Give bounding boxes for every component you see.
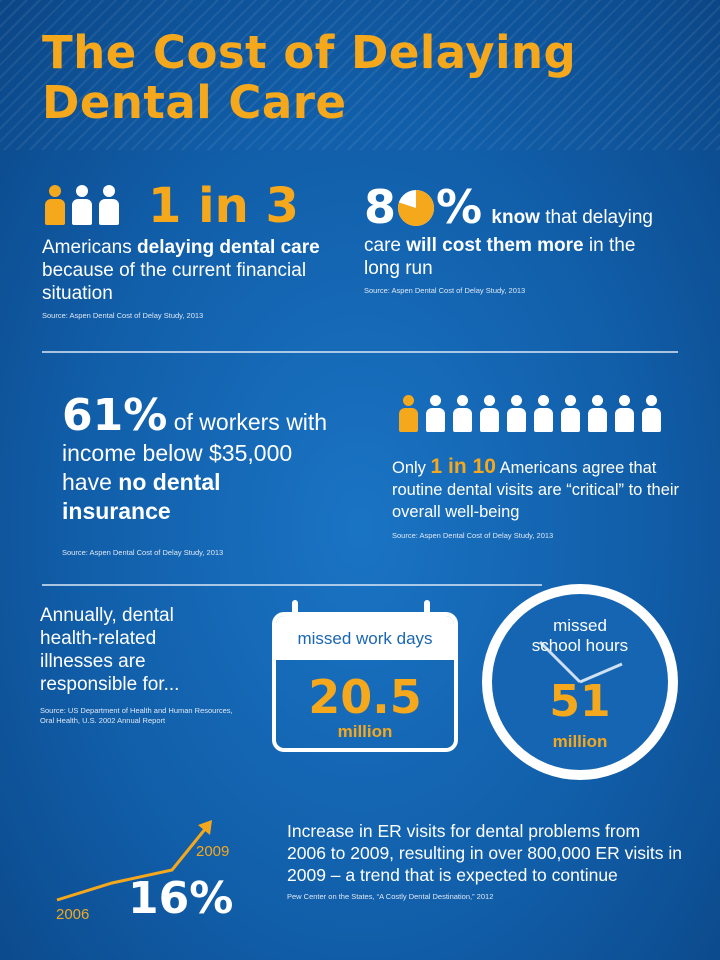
person-icon <box>560 395 580 432</box>
source: Source: Aspen Dental Cost of Delay Study… <box>62 548 224 557</box>
stat-2-text: 8% know that delaying care will cost the… <box>364 180 676 280</box>
stat-4-text: Only 1 in 10 Americans agree that routin… <box>392 456 692 523</box>
clock-hands-icon <box>538 640 623 684</box>
person-icon <box>452 395 472 432</box>
person-icon <box>587 395 607 432</box>
school-hours-value: 51 <box>549 676 611 727</box>
stat-6-headline: 16% <box>128 873 234 924</box>
text: of workers with income below $35,000 hav… <box>62 409 328 495</box>
trend-arrow-icon <box>56 820 212 902</box>
stat-6-block: Increase in ER visits for dental problem… <box>287 820 682 902</box>
source: Source: Aspen Dental Cost of Delay Study… <box>364 286 526 295</box>
title-line-1: The Cost of Delaying <box>42 26 577 79</box>
title-line-2: Dental Care <box>42 76 347 129</box>
stat-3-headline: 61% <box>62 390 168 441</box>
person-icon <box>533 395 553 432</box>
calendar-ring <box>292 600 298 622</box>
source: Source: US Department of Health and Huma… <box>40 706 233 725</box>
year-start-label: 2006 <box>56 906 90 923</box>
stat-6-text: Increase in ER visits for dental problem… <box>287 821 682 885</box>
calendar-ring <box>424 600 430 622</box>
stat-4-headline: 1 in 10 <box>430 455 496 478</box>
people-icons-1-in-3 <box>44 185 125 230</box>
stat-3-text: 61% of workers with income below $35,000… <box>62 393 332 526</box>
digit: 8 <box>364 180 397 234</box>
source: Pew Center on the States, “A Costly Dent… <box>287 892 494 901</box>
stat-3-block: 61% of workers with income below $35,000… <box>62 393 332 558</box>
clock-label: missed school hours <box>492 616 668 656</box>
calendar-missed-work-days: missed work days 20.5 million <box>272 612 458 752</box>
person-icon <box>98 185 120 225</box>
year-end-label: 2009 <box>196 843 230 860</box>
calendar-label: missed work days <box>276 616 454 660</box>
text: that delaying care <box>364 207 653 256</box>
person-icon <box>398 395 418 432</box>
pie-80-percent-icon <box>397 189 435 227</box>
person-icon <box>479 395 499 432</box>
stat-2-block: 8% know that delaying care will cost the… <box>364 180 676 296</box>
label: missed <box>553 616 607 635</box>
stat-1-headline: 1 in 3 <box>148 178 299 234</box>
text: in the long run <box>364 235 636 279</box>
source: Source: Aspen Dental Cost of Delay Study… <box>42 311 204 320</box>
work-days-value: 20.5 <box>308 670 422 724</box>
person-icon <box>71 185 93 225</box>
text-bold: no <box>118 469 147 495</box>
text-bold: delaying dental care <box>137 237 320 258</box>
text-bold: dental insurance <box>62 469 221 524</box>
text: Americans agree that routine dental visi… <box>392 459 680 521</box>
person-icon <box>641 395 661 432</box>
text: Americans <box>42 237 138 258</box>
stat-5-intro: Annually, dental health-related illnesse… <box>40 605 180 695</box>
person-icon <box>44 185 66 225</box>
text-bold: know <box>491 207 540 228</box>
divider <box>42 351 678 353</box>
text: Only <box>392 459 431 477</box>
people-icons-1-in-10 <box>398 395 668 437</box>
text: because of the current financial situati… <box>42 260 307 304</box>
label: school hours <box>531 636 629 655</box>
header-stripes <box>0 0 720 150</box>
person-icon <box>614 395 634 432</box>
stat-5-block: Annually, dental health-related illnesse… <box>40 604 240 726</box>
source: Source: Aspen Dental Cost of Delay Study… <box>392 531 554 540</box>
school-hours-unit: million <box>552 732 608 751</box>
text-bold: will cost them more <box>406 235 584 256</box>
work-days-unit: million <box>337 722 393 741</box>
percent-sign: % <box>436 180 483 234</box>
stat-1-block: Americans delaying dental care because o… <box>42 236 332 321</box>
person-icon <box>506 395 526 432</box>
clock-missed-school-hours: missed school hours 51 million <box>482 584 678 780</box>
stat-1-text: Americans delaying dental care because o… <box>42 236 332 305</box>
page-title: The Cost of Delaying Dental Care <box>42 28 576 128</box>
stat-4-block: Only 1 in 10 Americans agree that routin… <box>392 456 692 541</box>
person-icon <box>425 395 445 432</box>
divider <box>42 584 542 586</box>
